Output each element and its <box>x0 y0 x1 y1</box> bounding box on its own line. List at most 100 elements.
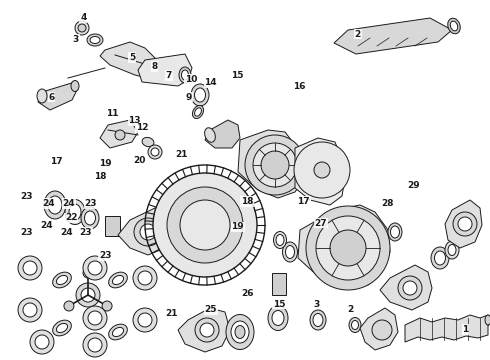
Circle shape <box>330 230 366 266</box>
Text: 28: 28 <box>381 199 393 208</box>
Circle shape <box>138 313 152 327</box>
Circle shape <box>253 143 297 187</box>
Ellipse shape <box>69 204 81 220</box>
Circle shape <box>83 333 107 357</box>
Text: 24: 24 <box>40 220 53 230</box>
Ellipse shape <box>283 242 297 262</box>
Text: 24: 24 <box>62 199 75 208</box>
Ellipse shape <box>349 318 361 333</box>
Polygon shape <box>238 130 305 198</box>
Text: 10: 10 <box>185 75 197 84</box>
Circle shape <box>115 130 125 140</box>
Text: 9: 9 <box>185 93 192 102</box>
Circle shape <box>458 217 472 231</box>
Text: 23: 23 <box>84 199 97 208</box>
Polygon shape <box>298 205 390 288</box>
Ellipse shape <box>450 21 458 31</box>
Ellipse shape <box>351 320 359 329</box>
Circle shape <box>102 301 112 311</box>
Polygon shape <box>295 138 345 205</box>
Circle shape <box>372 320 392 340</box>
Circle shape <box>316 216 380 280</box>
Ellipse shape <box>52 320 72 336</box>
Ellipse shape <box>179 67 191 83</box>
Circle shape <box>153 173 257 277</box>
Polygon shape <box>38 82 78 110</box>
Circle shape <box>398 276 422 300</box>
Polygon shape <box>100 42 160 80</box>
Polygon shape <box>138 54 192 86</box>
Ellipse shape <box>226 315 254 350</box>
Text: 20: 20 <box>133 156 146 165</box>
Circle shape <box>76 283 100 307</box>
Ellipse shape <box>388 223 402 241</box>
Text: 26: 26 <box>241 289 254 298</box>
Circle shape <box>195 318 219 342</box>
Text: 6: 6 <box>49 93 54 102</box>
Circle shape <box>83 268 93 278</box>
Ellipse shape <box>109 324 127 340</box>
Text: 17: 17 <box>297 197 310 206</box>
Ellipse shape <box>65 199 85 225</box>
Ellipse shape <box>84 211 96 225</box>
Circle shape <box>133 266 157 290</box>
Ellipse shape <box>193 105 203 118</box>
Text: 14: 14 <box>204 78 217 87</box>
Polygon shape <box>334 18 452 54</box>
Circle shape <box>140 224 156 240</box>
Ellipse shape <box>142 138 154 147</box>
Circle shape <box>83 306 107 330</box>
Circle shape <box>403 281 417 295</box>
Text: 15: 15 <box>273 300 286 309</box>
Circle shape <box>88 261 102 275</box>
Ellipse shape <box>90 36 100 44</box>
Circle shape <box>180 200 230 250</box>
Circle shape <box>134 218 162 246</box>
Text: 18: 18 <box>94 172 107 181</box>
Text: 29: 29 <box>408 181 420 190</box>
Text: 3: 3 <box>73 35 79 44</box>
Circle shape <box>261 151 289 179</box>
FancyBboxPatch shape <box>105 216 120 236</box>
Ellipse shape <box>205 128 215 142</box>
Text: 19: 19 <box>99 159 112 168</box>
Polygon shape <box>405 315 488 342</box>
Ellipse shape <box>112 327 123 337</box>
Text: 15: 15 <box>231 71 244 80</box>
Text: 7: 7 <box>166 71 172 80</box>
Ellipse shape <box>71 81 79 91</box>
Text: 23: 23 <box>99 251 112 260</box>
Circle shape <box>245 135 305 195</box>
Text: 1: 1 <box>463 325 468 334</box>
Circle shape <box>294 142 350 198</box>
Ellipse shape <box>272 310 284 325</box>
Polygon shape <box>380 265 432 310</box>
Ellipse shape <box>195 108 201 116</box>
Ellipse shape <box>44 191 66 219</box>
Ellipse shape <box>181 70 189 80</box>
Text: 18: 18 <box>241 197 254 206</box>
Ellipse shape <box>310 310 326 330</box>
Text: 4: 4 <box>80 13 87 22</box>
Ellipse shape <box>191 84 209 106</box>
Ellipse shape <box>276 234 284 246</box>
Circle shape <box>138 271 152 285</box>
Ellipse shape <box>231 321 249 343</box>
Circle shape <box>30 330 54 354</box>
Circle shape <box>306 206 390 290</box>
Ellipse shape <box>235 325 245 338</box>
Text: 13: 13 <box>128 116 141 125</box>
Ellipse shape <box>37 89 47 103</box>
Polygon shape <box>100 120 138 148</box>
Ellipse shape <box>435 251 445 265</box>
FancyBboxPatch shape <box>272 273 286 295</box>
Ellipse shape <box>56 323 68 333</box>
Circle shape <box>18 256 42 280</box>
Text: 8: 8 <box>151 62 157 71</box>
Text: 24: 24 <box>60 228 73 237</box>
Text: 3: 3 <box>313 300 319 309</box>
Text: 23: 23 <box>21 192 33 201</box>
Ellipse shape <box>52 272 72 288</box>
Ellipse shape <box>109 272 127 288</box>
Circle shape <box>200 323 214 337</box>
